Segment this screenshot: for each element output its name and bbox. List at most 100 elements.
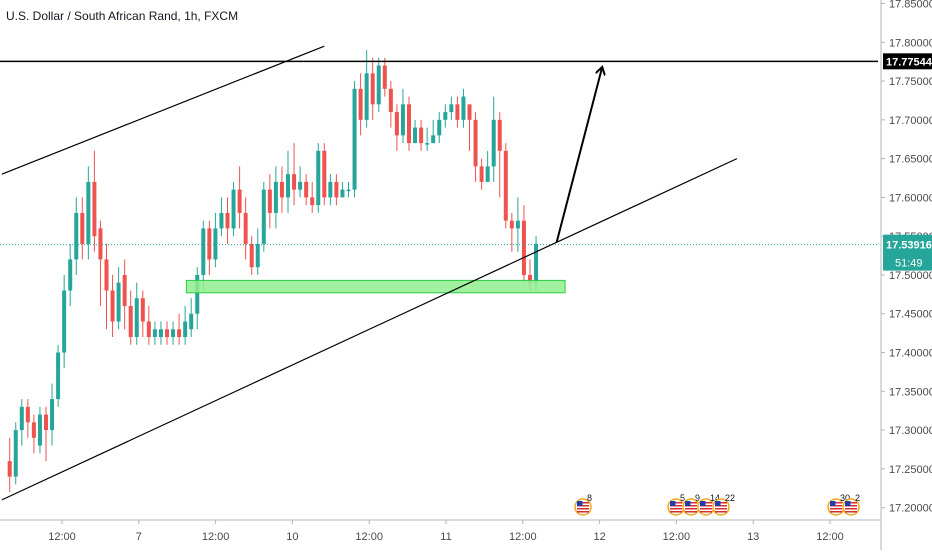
candle <box>13 422 18 485</box>
candle-body <box>298 181 303 190</box>
channel-lower-line[interactable] <box>1 158 738 501</box>
projection-arrow[interactable] <box>555 68 602 243</box>
us-flag-event-icon[interactable]: 9 <box>682 493 700 516</box>
candle <box>177 313 182 345</box>
candle-body <box>104 259 109 291</box>
price-axis[interactable]: 17.85000 17.80000 17.75000 17.70000 17.65000… <box>880 0 932 550</box>
time-tick-label: 12:00 <box>816 531 844 543</box>
candle <box>334 174 339 206</box>
channel-upper-line[interactable] <box>1 45 325 175</box>
candle-body <box>473 119 478 167</box>
candle-body <box>534 243 539 283</box>
candle-body <box>116 282 121 322</box>
candle <box>122 259 127 330</box>
candle-body <box>376 65 381 105</box>
candle-body <box>304 181 309 198</box>
candle-body <box>74 212 79 260</box>
us-flag-event-icon[interactable]: 22 <box>712 493 735 516</box>
candle <box>183 305 188 345</box>
candle-body <box>140 298 145 322</box>
candle-body <box>437 119 442 136</box>
candle <box>146 305 151 345</box>
candle-body <box>152 329 157 338</box>
price-tick-label: 17.85000 <box>889 0 932 11</box>
us-flag-event-icon[interactable]: 8 <box>574 493 592 516</box>
candle-body <box>189 313 194 330</box>
candle <box>249 236 254 275</box>
candle <box>394 104 399 151</box>
candle <box>56 344 61 407</box>
candle <box>292 143 297 206</box>
time-tick-label: 12 <box>593 531 605 543</box>
candle-body <box>273 181 278 213</box>
candle <box>68 243 73 306</box>
candle-body <box>515 220 520 229</box>
candle <box>509 212 514 252</box>
candle-body <box>37 414 42 446</box>
candle-body <box>431 135 436 144</box>
us-flag-event-icon[interactable]: 30 <box>827 493 850 516</box>
candle <box>461 88 466 128</box>
candle-body <box>413 127 418 144</box>
price-tick-label: 17.70000 <box>889 115 932 127</box>
candle-body <box>370 73 375 105</box>
demand-zone-rect[interactable] <box>185 279 566 294</box>
candle-body <box>528 274 532 283</box>
candle-body <box>80 212 85 244</box>
candle-body <box>328 181 333 198</box>
candle-body <box>195 274 200 314</box>
candle <box>171 321 176 345</box>
candle-body <box>122 274 127 306</box>
events-layer: 8 5 9 14 22 30 2 <box>574 493 860 516</box>
candle-body <box>128 305 133 338</box>
candle-body <box>237 189 242 213</box>
candle-body <box>62 290 67 353</box>
candle <box>110 274 115 338</box>
candle <box>165 321 169 345</box>
candle-body <box>183 321 188 338</box>
resistance-price-label: 17.77544 <box>883 53 932 70</box>
candle-body <box>110 290 115 322</box>
candle <box>491 96 496 182</box>
candle <box>473 112 478 182</box>
candle <box>86 166 91 260</box>
price-tick-label: 17.25000 <box>889 464 932 476</box>
candle-body <box>177 329 182 338</box>
candle-body <box>286 174 290 198</box>
candle <box>286 150 290 213</box>
candle <box>400 88 405 144</box>
candle <box>364 50 369 128</box>
candle <box>521 205 526 283</box>
us-flag-event-icon[interactable]: 2 <box>842 493 860 516</box>
us-flag-event-icon[interactable]: 5 <box>667 493 685 516</box>
candle <box>158 321 163 345</box>
candle <box>267 174 272 229</box>
candle-body <box>346 189 351 192</box>
candle <box>231 181 236 237</box>
candle <box>201 220 206 291</box>
candle-body <box>425 143 430 145</box>
time-axis[interactable]: 12:00 7 12:00 10 12:00 11 12:00 12 12:00 13 12:00 <box>0 519 881 543</box>
candle <box>376 57 381 113</box>
candle <box>503 143 508 229</box>
candle-body <box>68 259 73 291</box>
event-label: 2 <box>855 493 860 503</box>
candle-body <box>249 243 254 268</box>
time-tick-label: 11 <box>440 531 451 543</box>
candle-body <box>267 189 272 213</box>
candle-body <box>491 119 496 167</box>
symbol-title: U.S. Dollar / South African Rand, 1h, FX… <box>6 9 239 23</box>
candle-body <box>322 150 327 198</box>
candle <box>261 181 266 252</box>
candle-body <box>25 406 30 423</box>
candle <box>273 166 278 229</box>
candle <box>443 104 448 128</box>
candle-body <box>13 430 18 477</box>
candle <box>358 73 363 136</box>
candle <box>322 143 327 206</box>
candle-body <box>292 174 297 190</box>
candle <box>425 127 430 151</box>
candle-body <box>394 112 399 136</box>
